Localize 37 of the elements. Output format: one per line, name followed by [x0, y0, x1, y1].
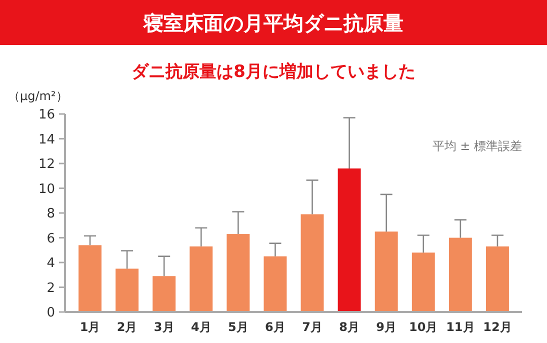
y-tick-label: 8 — [46, 206, 55, 222]
y-tick-label: 14 — [38, 132, 55, 148]
y-tick-label: 0 — [46, 306, 55, 320]
y-axis-title: （μg/m²） — [8, 89, 68, 103]
bar — [448, 238, 472, 312]
annotation: 平均 ± 標準誤差 — [432, 139, 522, 153]
bar — [338, 168, 361, 312]
y-tick-label: 2 — [46, 280, 55, 296]
x-tick-label: 5月 — [228, 320, 248, 334]
x-tick-label: 8月 — [339, 320, 360, 334]
bar — [412, 252, 435, 312]
x-tick-label: 2月 — [116, 320, 138, 334]
y-tick-label: 12 — [38, 157, 55, 172]
chart-subtitle: ダニ抗原量は8月に増加していました — [132, 61, 416, 82]
y-tick-label: 10 — [38, 182, 55, 197]
y-tick-label: 6 — [46, 231, 55, 246]
bar — [264, 256, 287, 312]
x-tick-label: 11月 — [446, 320, 475, 334]
x-tick-label: 10月 — [409, 320, 438, 334]
x-tick-label: 1月 — [80, 320, 100, 334]
bar — [190, 246, 213, 312]
bar — [152, 276, 176, 312]
bar — [300, 214, 324, 312]
x-tick-label: 12月 — [483, 320, 512, 334]
y-tick-label: 4 — [46, 256, 55, 271]
x-tick-label: 7月 — [302, 320, 322, 334]
chart-title: 寝室床面の月平均ダニ抗原量 — [142, 11, 404, 35]
x-tick-label: 3月 — [154, 320, 174, 334]
bar — [226, 234, 250, 312]
bar — [486, 246, 509, 312]
x-tick-label: 6月 — [265, 320, 286, 334]
y-tick-label: 16 — [38, 108, 55, 122]
bar — [374, 232, 398, 312]
bar — [116, 268, 139, 312]
x-tick-label: 9月 — [376, 320, 397, 334]
x-tick-label: 4月 — [190, 320, 212, 334]
bar — [78, 245, 102, 312]
